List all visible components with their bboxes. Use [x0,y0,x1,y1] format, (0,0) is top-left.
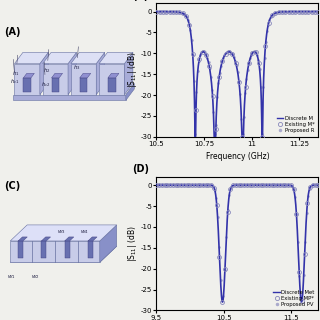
Text: $h_3$: $h_3$ [73,47,80,72]
Polygon shape [96,52,105,95]
Polygon shape [10,246,117,262]
Polygon shape [88,237,97,241]
Polygon shape [23,73,34,78]
Polygon shape [100,225,117,262]
Polygon shape [41,237,51,241]
Polygon shape [14,52,48,64]
Polygon shape [43,64,68,95]
Polygon shape [88,241,93,258]
Text: $h_2$: $h_2$ [43,50,51,75]
Text: (B): (B) [132,0,148,1]
Text: $w_3$: $w_3$ [57,228,65,236]
Text: $w_2$: $w_2$ [31,273,39,281]
Legend: Discrete M, Existing M*, Proposed R: Discrete M, Existing M*, Proposed R [276,115,316,134]
Text: (A): (A) [4,27,21,37]
Polygon shape [23,78,31,92]
Polygon shape [14,64,40,95]
Polygon shape [65,237,74,241]
Polygon shape [108,78,116,92]
Text: $h_1$: $h_1$ [12,55,20,78]
Polygon shape [40,52,48,95]
Polygon shape [52,73,62,78]
Polygon shape [99,64,124,95]
Polygon shape [68,52,76,95]
Polygon shape [43,52,76,64]
Polygon shape [108,73,119,78]
Polygon shape [65,241,69,258]
Polygon shape [71,52,105,64]
Polygon shape [10,241,100,262]
Polygon shape [13,95,126,100]
Legend: Discrete Met, Existing MP*, Proposed PV: Discrete Met, Existing MP*, Proposed PV [272,289,316,308]
Text: (C): (C) [4,181,21,191]
Polygon shape [124,52,133,95]
Polygon shape [10,225,117,241]
Polygon shape [80,78,87,92]
Polygon shape [71,64,96,95]
Text: $w_1$: $w_1$ [7,273,16,281]
Polygon shape [18,237,27,241]
Y-axis label: |S$_{11}$| (dB): |S$_{11}$| (dB) [126,52,139,88]
Polygon shape [18,241,23,258]
Polygon shape [52,78,59,92]
Polygon shape [41,241,46,258]
Text: $w_4$: $w_4$ [80,228,89,236]
Text: (D): (D) [132,164,149,174]
Y-axis label: |S$_{11}$| (dB): |S$_{11}$| (dB) [126,225,139,262]
Text: $h_{c2}$: $h_{c2}$ [41,62,50,89]
Polygon shape [99,52,133,64]
Polygon shape [80,73,91,78]
Polygon shape [126,84,134,100]
X-axis label: Frequency (GHz): Frequency (GHz) [205,153,269,162]
Text: $h_{c1}$: $h_{c1}$ [10,59,20,86]
